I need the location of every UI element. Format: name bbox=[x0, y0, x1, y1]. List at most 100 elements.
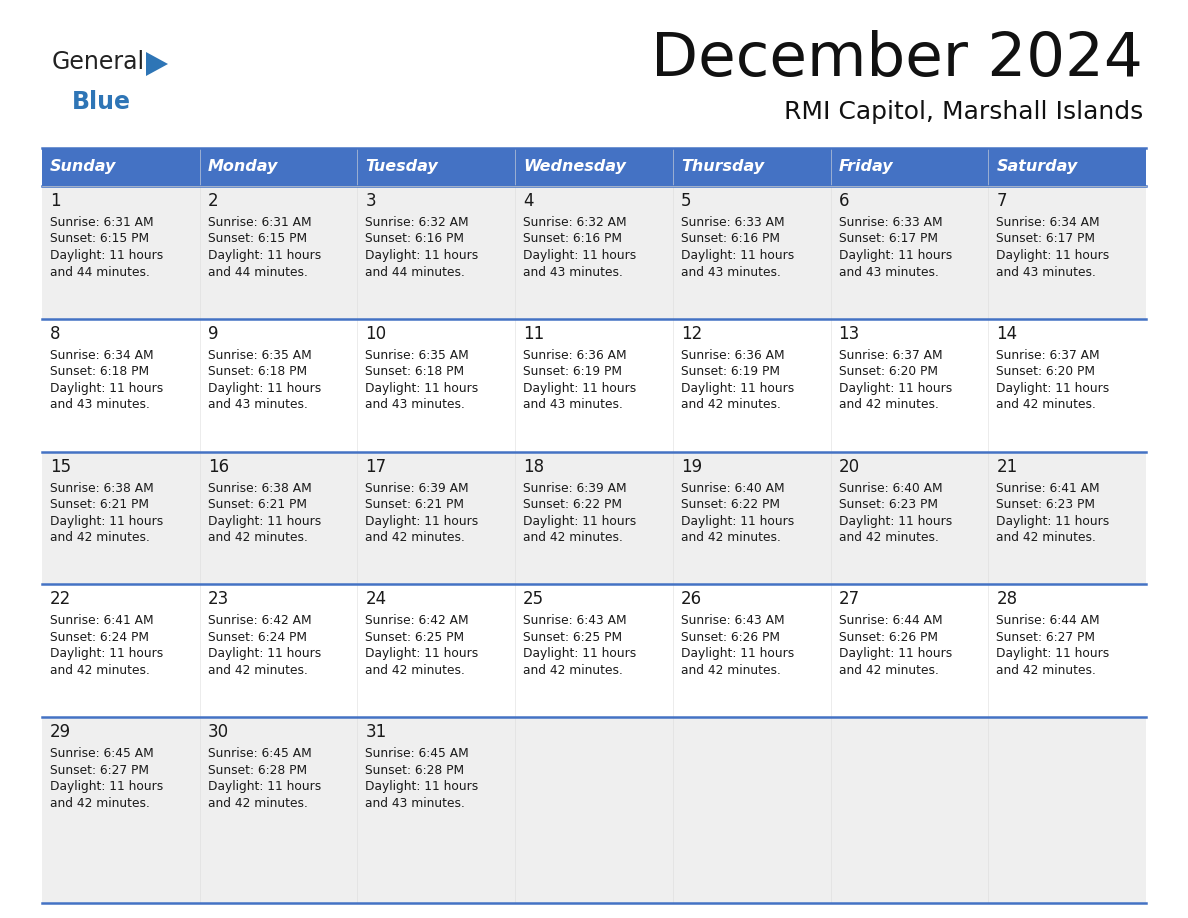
Text: Sunrise: 6:35 AM: Sunrise: 6:35 AM bbox=[208, 349, 311, 362]
Text: and 42 minutes.: and 42 minutes. bbox=[208, 664, 308, 677]
Text: Daylight: 11 hours: Daylight: 11 hours bbox=[839, 249, 952, 262]
Text: Daylight: 11 hours: Daylight: 11 hours bbox=[523, 249, 637, 262]
Text: Sunrise: 6:43 AM: Sunrise: 6:43 AM bbox=[681, 614, 784, 627]
Text: 22: 22 bbox=[50, 590, 71, 609]
Text: 3: 3 bbox=[366, 192, 377, 210]
Text: Sunset: 6:24 PM: Sunset: 6:24 PM bbox=[208, 631, 307, 644]
Text: 19: 19 bbox=[681, 457, 702, 476]
Text: Daylight: 11 hours: Daylight: 11 hours bbox=[208, 647, 321, 660]
Text: 8: 8 bbox=[50, 325, 61, 342]
Text: Sunset: 6:17 PM: Sunset: 6:17 PM bbox=[997, 232, 1095, 245]
Text: and 44 minutes.: and 44 minutes. bbox=[366, 265, 466, 278]
Text: 27: 27 bbox=[839, 590, 860, 609]
Text: and 42 minutes.: and 42 minutes. bbox=[997, 531, 1097, 544]
Text: Daylight: 11 hours: Daylight: 11 hours bbox=[839, 515, 952, 528]
Text: and 42 minutes.: and 42 minutes. bbox=[839, 398, 939, 411]
Text: 26: 26 bbox=[681, 590, 702, 609]
Text: Sunrise: 6:44 AM: Sunrise: 6:44 AM bbox=[839, 614, 942, 627]
Text: Daylight: 11 hours: Daylight: 11 hours bbox=[997, 515, 1110, 528]
Text: Sunrise: 6:42 AM: Sunrise: 6:42 AM bbox=[366, 614, 469, 627]
Text: Sunrise: 6:38 AM: Sunrise: 6:38 AM bbox=[208, 482, 311, 495]
Text: Sunset: 6:26 PM: Sunset: 6:26 PM bbox=[839, 631, 937, 644]
Text: Sunrise: 6:45 AM: Sunrise: 6:45 AM bbox=[50, 747, 153, 760]
Text: and 43 minutes.: and 43 minutes. bbox=[50, 398, 150, 411]
Text: and 42 minutes.: and 42 minutes. bbox=[50, 664, 150, 677]
Bar bbox=[42, 319, 1146, 452]
Text: Sunrise: 6:31 AM: Sunrise: 6:31 AM bbox=[208, 216, 311, 229]
Text: Daylight: 11 hours: Daylight: 11 hours bbox=[366, 249, 479, 262]
Polygon shape bbox=[146, 52, 168, 76]
Text: Sunset: 6:20 PM: Sunset: 6:20 PM bbox=[839, 365, 937, 378]
Text: 24: 24 bbox=[366, 590, 386, 609]
Text: Sunrise: 6:40 AM: Sunrise: 6:40 AM bbox=[681, 482, 784, 495]
Text: 14: 14 bbox=[997, 325, 1017, 342]
Text: Sunrise: 6:45 AM: Sunrise: 6:45 AM bbox=[208, 747, 311, 760]
Text: Sunrise: 6:38 AM: Sunrise: 6:38 AM bbox=[50, 482, 153, 495]
Text: and 43 minutes.: and 43 minutes. bbox=[523, 398, 623, 411]
Text: and 42 minutes.: and 42 minutes. bbox=[208, 531, 308, 544]
Text: Sunrise: 6:41 AM: Sunrise: 6:41 AM bbox=[997, 482, 1100, 495]
Text: Daylight: 11 hours: Daylight: 11 hours bbox=[50, 382, 163, 395]
Text: Daylight: 11 hours: Daylight: 11 hours bbox=[839, 647, 952, 660]
Text: 25: 25 bbox=[523, 590, 544, 609]
Text: 6: 6 bbox=[839, 192, 849, 210]
Text: 21: 21 bbox=[997, 457, 1018, 476]
Text: and 42 minutes.: and 42 minutes. bbox=[681, 664, 781, 677]
Text: Daylight: 11 hours: Daylight: 11 hours bbox=[366, 382, 479, 395]
Text: Sunrise: 6:37 AM: Sunrise: 6:37 AM bbox=[997, 349, 1100, 362]
Text: Tuesday: Tuesday bbox=[366, 160, 438, 174]
Text: Sunset: 6:23 PM: Sunset: 6:23 PM bbox=[839, 498, 937, 511]
Text: Daylight: 11 hours: Daylight: 11 hours bbox=[997, 647, 1110, 660]
Text: Sunset: 6:27 PM: Sunset: 6:27 PM bbox=[997, 631, 1095, 644]
Text: Sunset: 6:25 PM: Sunset: 6:25 PM bbox=[523, 631, 623, 644]
Text: 17: 17 bbox=[366, 457, 386, 476]
Text: and 42 minutes.: and 42 minutes. bbox=[523, 531, 623, 544]
Text: Sunrise: 6:36 AM: Sunrise: 6:36 AM bbox=[523, 349, 627, 362]
Text: Sunset: 6:16 PM: Sunset: 6:16 PM bbox=[523, 232, 623, 245]
Text: Sunrise: 6:36 AM: Sunrise: 6:36 AM bbox=[681, 349, 784, 362]
Text: Daylight: 11 hours: Daylight: 11 hours bbox=[50, 515, 163, 528]
Text: 2: 2 bbox=[208, 192, 219, 210]
Text: Sunset: 6:15 PM: Sunset: 6:15 PM bbox=[208, 232, 307, 245]
Text: 11: 11 bbox=[523, 325, 544, 342]
Text: Sunrise: 6:43 AM: Sunrise: 6:43 AM bbox=[523, 614, 627, 627]
Text: 13: 13 bbox=[839, 325, 860, 342]
Text: Daylight: 11 hours: Daylight: 11 hours bbox=[366, 780, 479, 793]
Text: and 42 minutes.: and 42 minutes. bbox=[681, 531, 781, 544]
Text: Sunset: 6:18 PM: Sunset: 6:18 PM bbox=[366, 365, 465, 378]
Text: Sunset: 6:21 PM: Sunset: 6:21 PM bbox=[50, 498, 148, 511]
Text: Daylight: 11 hours: Daylight: 11 hours bbox=[366, 515, 479, 528]
Bar bbox=[42, 717, 1146, 903]
Text: Sunset: 6:21 PM: Sunset: 6:21 PM bbox=[366, 498, 465, 511]
Text: Sunrise: 6:41 AM: Sunrise: 6:41 AM bbox=[50, 614, 153, 627]
Text: General: General bbox=[52, 50, 145, 74]
Text: 10: 10 bbox=[366, 325, 386, 342]
Text: and 43 minutes.: and 43 minutes. bbox=[681, 265, 781, 278]
Text: and 42 minutes.: and 42 minutes. bbox=[208, 797, 308, 810]
Text: RMI Capitol, Marshall Islands: RMI Capitol, Marshall Islands bbox=[784, 100, 1143, 124]
Text: and 42 minutes.: and 42 minutes. bbox=[366, 531, 466, 544]
Text: Daylight: 11 hours: Daylight: 11 hours bbox=[366, 647, 479, 660]
Text: 18: 18 bbox=[523, 457, 544, 476]
Text: and 43 minutes.: and 43 minutes. bbox=[208, 398, 308, 411]
Text: Sunrise: 6:34 AM: Sunrise: 6:34 AM bbox=[50, 349, 153, 362]
Text: Daylight: 11 hours: Daylight: 11 hours bbox=[50, 780, 163, 793]
Text: Sunrise: 6:33 AM: Sunrise: 6:33 AM bbox=[681, 216, 784, 229]
Text: Sunset: 6:18 PM: Sunset: 6:18 PM bbox=[208, 365, 307, 378]
Text: and 43 minutes.: and 43 minutes. bbox=[523, 265, 623, 278]
Text: Daylight: 11 hours: Daylight: 11 hours bbox=[208, 780, 321, 793]
Text: Sunset: 6:28 PM: Sunset: 6:28 PM bbox=[366, 764, 465, 777]
Text: and 43 minutes.: and 43 minutes. bbox=[997, 265, 1097, 278]
Text: Sunset: 6:26 PM: Sunset: 6:26 PM bbox=[681, 631, 779, 644]
Text: Sunrise: 6:35 AM: Sunrise: 6:35 AM bbox=[366, 349, 469, 362]
Text: and 42 minutes.: and 42 minutes. bbox=[839, 664, 939, 677]
Text: Sunset: 6:27 PM: Sunset: 6:27 PM bbox=[50, 764, 148, 777]
Text: 15: 15 bbox=[50, 457, 71, 476]
Text: 7: 7 bbox=[997, 192, 1006, 210]
Text: Blue: Blue bbox=[72, 90, 131, 114]
Text: Sunset: 6:15 PM: Sunset: 6:15 PM bbox=[50, 232, 150, 245]
Text: Daylight: 11 hours: Daylight: 11 hours bbox=[681, 382, 794, 395]
Text: 16: 16 bbox=[208, 457, 229, 476]
Text: Sunrise: 6:45 AM: Sunrise: 6:45 AM bbox=[366, 747, 469, 760]
Text: and 42 minutes.: and 42 minutes. bbox=[366, 664, 466, 677]
